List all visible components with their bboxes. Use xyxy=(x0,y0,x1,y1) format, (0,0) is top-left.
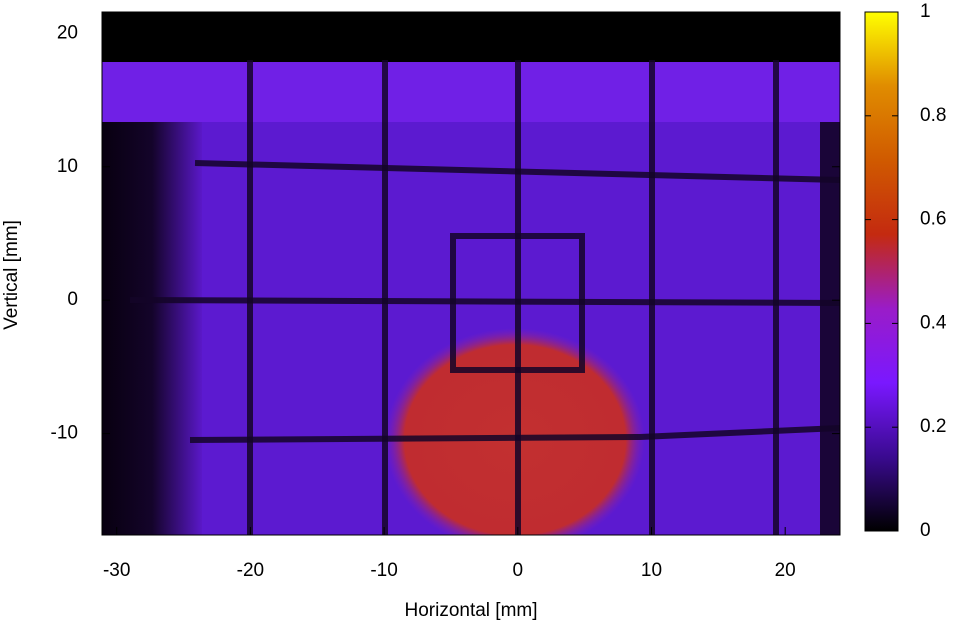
colorbar-tick-label: 0.4 xyxy=(920,312,947,333)
y-axis-label: Vertical [mm] xyxy=(1,220,22,330)
y-tick-label: 20 xyxy=(57,22,78,43)
colorbar-tick-label: 0 xyxy=(920,520,931,541)
x-tick-label: 10 xyxy=(641,560,662,581)
colorbar xyxy=(864,11,899,532)
x-tick-label: 20 xyxy=(775,560,796,581)
x-tick-label: -20 xyxy=(237,560,264,581)
colorbar-tick-label: 0.8 xyxy=(920,105,946,126)
x-axis-label: Horizontal [mm] xyxy=(404,600,537,621)
colorbar-tick-label: 0.2 xyxy=(920,416,946,437)
y-tick-label: -10 xyxy=(51,423,78,444)
colorbar-tick-label: 0.6 xyxy=(920,209,946,230)
heatmap-image xyxy=(102,12,840,535)
x-tick-label: -30 xyxy=(103,560,130,581)
y-tick-label: 10 xyxy=(57,156,78,177)
y-tick-label: 0 xyxy=(67,289,78,310)
x-tick-label: -10 xyxy=(370,560,397,581)
colorbar-tick-label: 1 xyxy=(920,1,931,22)
plot-frame xyxy=(101,11,841,536)
x-tick-label: 0 xyxy=(513,560,524,581)
